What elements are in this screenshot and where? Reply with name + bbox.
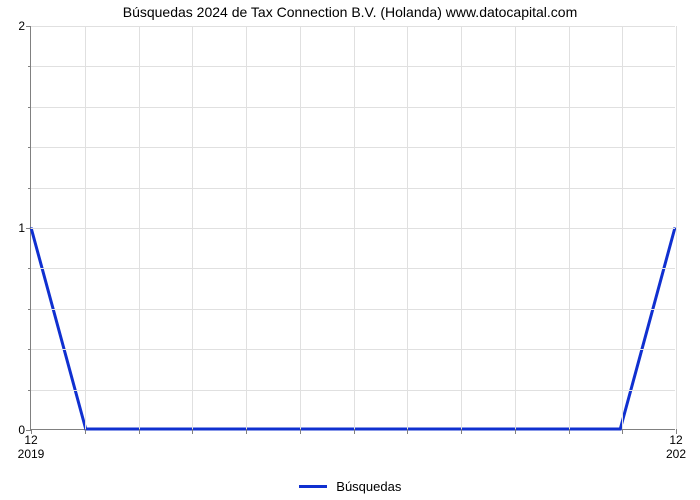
grid-line-v: [622, 26, 623, 429]
y-minor-tick-mark: [28, 349, 31, 350]
y-minor-tick-mark: [28, 390, 31, 391]
chart-title: Búsquedas 2024 de Tax Connection B.V. (H…: [0, 4, 700, 20]
x-tick-mark: [246, 429, 247, 434]
grid-line-v: [569, 26, 570, 429]
x-tick-mark: [192, 429, 193, 434]
y-minor-tick-mark: [28, 147, 31, 148]
x-tick-mark: [31, 429, 32, 434]
x-tick-mark: [407, 429, 408, 434]
grid-line-v: [246, 26, 247, 429]
y-minor-tick-mark: [28, 309, 31, 310]
legend-label: Búsquedas: [336, 479, 401, 494]
x-tick-mark: [139, 429, 140, 434]
grid-line-v: [139, 26, 140, 429]
x-tick-mark: [676, 429, 677, 434]
y-tick-mark: [26, 26, 31, 27]
y-minor-tick-mark: [28, 66, 31, 67]
grid-line-v: [407, 26, 408, 429]
x-tick-mark: [461, 429, 462, 434]
grid-line-v: [192, 26, 193, 429]
grid-line-v: [85, 26, 86, 429]
grid-line-v: [354, 26, 355, 429]
grid-line-v: [515, 26, 516, 429]
y-tick-mark: [26, 228, 31, 229]
grid-line-v: [300, 26, 301, 429]
y-minor-tick-mark: [28, 188, 31, 189]
grid-line-v: [676, 26, 677, 429]
plot-area: 01212201912202: [30, 26, 675, 430]
line-chart: Búsquedas 2024 de Tax Connection B.V. (H…: [0, 0, 700, 500]
x-tick-mark: [622, 429, 623, 434]
x-tick-mark: [515, 429, 516, 434]
grid-line-v: [461, 26, 462, 429]
legend: Búsquedas: [0, 478, 700, 494]
x-tick-mark: [354, 429, 355, 434]
x-tick-mark: [569, 429, 570, 434]
y-minor-tick-mark: [28, 107, 31, 108]
legend-swatch: [299, 485, 327, 488]
x-tick-mark: [85, 429, 86, 434]
x-tick-mark: [300, 429, 301, 434]
y-minor-tick-mark: [28, 268, 31, 269]
